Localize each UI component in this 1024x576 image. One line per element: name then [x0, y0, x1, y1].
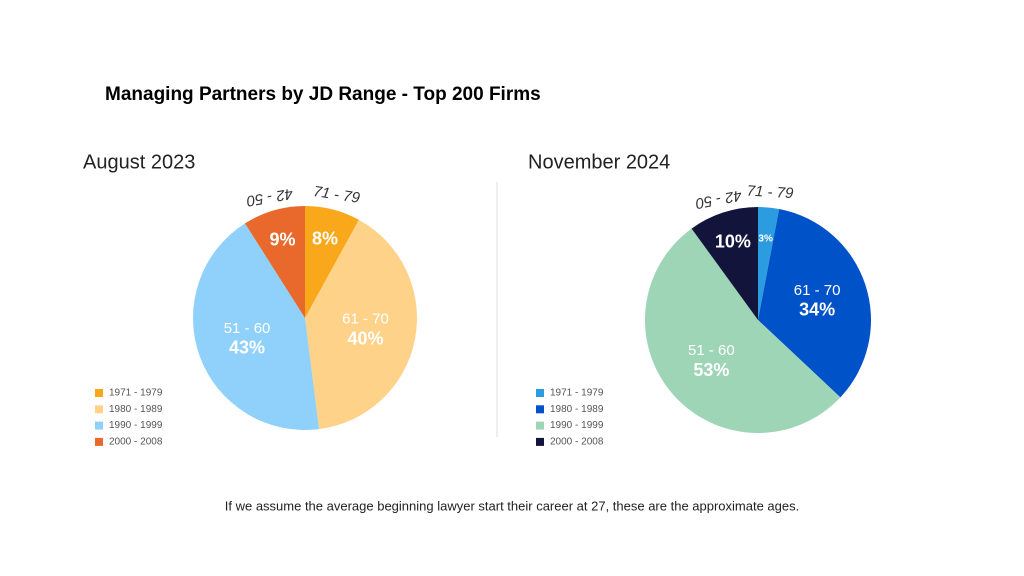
- slice-age-label: 61 - 70: [342, 311, 389, 328]
- slide-title: Managing Partners by JD Range - Top 200 …: [105, 84, 541, 105]
- legend-label: 1990 - 1999: [109, 420, 163, 431]
- slice-age-label: 71 - 79: [312, 183, 361, 207]
- slice-value-label: 10%: [715, 231, 751, 251]
- legend-swatch: [95, 405, 103, 414]
- legend-swatch: [536, 389, 544, 397]
- legend-swatch: [536, 437, 544, 446]
- legend-label: 1980 - 1989: [550, 404, 604, 415]
- slice-age-label: 51 - 60: [224, 320, 271, 337]
- legend-swatch: [536, 421, 544, 430]
- pie-slice: [244, 206, 305, 318]
- legend-label: 1990 - 1999: [550, 420, 604, 431]
- legend-label: 2000 - 2008: [550, 437, 604, 448]
- slice-value-label: 8%: [312, 229, 338, 249]
- slice-value-label: 40%: [347, 328, 383, 348]
- pie-slice: [305, 206, 359, 318]
- legend-label: 2000 - 2008: [109, 437, 163, 448]
- slice-age-label: 71 - 79: [746, 183, 794, 203]
- legend-swatch: [95, 437, 103, 446]
- slice-age-label: 51 - 60: [688, 342, 735, 359]
- chart-title: August 2023: [83, 151, 195, 173]
- legend-label: 1980 - 1989: [109, 404, 163, 415]
- pie-slice: [758, 207, 780, 320]
- pie-slice: [192, 223, 320, 430]
- legend-swatch: [95, 421, 103, 430]
- pie-slice: [758, 209, 872, 398]
- slice-value-label: 43%: [229, 338, 265, 358]
- slice-value-label: 3%: [758, 234, 773, 245]
- legend-swatch: [536, 405, 544, 414]
- legend-label: 1971 - 1979: [550, 388, 604, 399]
- legend-label: 1971 - 1979: [109, 388, 163, 399]
- chart-title: November 2024: [528, 151, 670, 173]
- pie-slice: [691, 207, 758, 320]
- slice-value-label: 53%: [693, 360, 729, 380]
- pie-slice: [305, 219, 418, 430]
- footnote: If we assume the average beginning lawye…: [225, 498, 800, 513]
- legend-swatch: [95, 389, 103, 397]
- slice-age-label: 61 - 70: [794, 282, 841, 299]
- slice-value-label: 9%: [269, 229, 295, 249]
- pie-slice: [645, 228, 841, 433]
- slice-value-label: 34%: [799, 300, 835, 320]
